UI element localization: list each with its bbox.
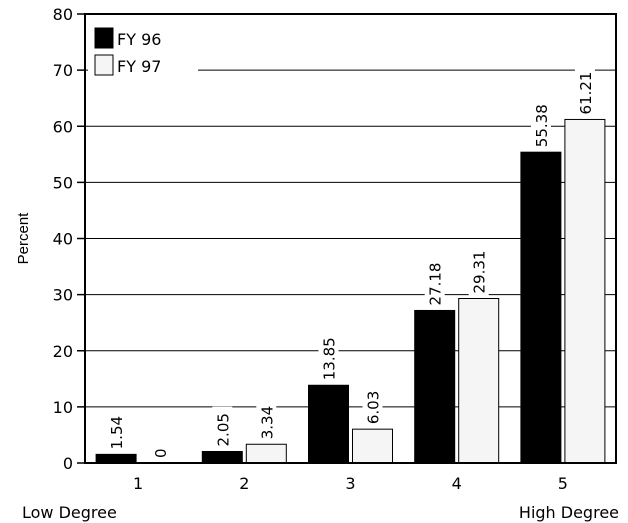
value-label-backing — [318, 331, 339, 384]
y-axis-title: Percent — [15, 212, 32, 265]
legend-label: FY 97 — [117, 57, 161, 76]
bar-value-label: 6.03 — [365, 391, 383, 424]
x-tick-label: 3 — [345, 474, 355, 493]
y-tick-label: 70 — [53, 61, 73, 80]
value-labels: 1.54 0 2.05 3.34 13.85 6.03 27.18 29.31 55.38 61.… — [106, 65, 595, 461]
y-tick-label: 60 — [53, 117, 73, 136]
x-tick-label: 2 — [239, 474, 249, 493]
value-label-backing — [424, 256, 445, 309]
bar-value-label: 13.85 — [321, 337, 339, 380]
bar-value-label: 0 — [152, 448, 170, 458]
value-label-backing — [256, 399, 277, 443]
bar-value-label: 2.05 — [214, 413, 232, 446]
x-axis-end-label-right: High Degree — [519, 503, 619, 522]
value-label-backing — [362, 384, 383, 428]
y-tick-label: 40 — [53, 230, 73, 249]
y-tick-label: 50 — [53, 173, 73, 192]
bar-value-label: 61.21 — [577, 72, 595, 115]
y-tick-label: 80 — [53, 5, 73, 24]
y-tick-label: 10 — [53, 398, 73, 417]
bars — [95, 118, 606, 464]
x-tick-label: 1 — [133, 474, 143, 493]
bar-value-label: 29.31 — [471, 251, 489, 294]
value-label-backing — [106, 409, 127, 453]
value-label-backing — [212, 406, 233, 450]
bar — [414, 309, 456, 464]
legend: FY 96 FY 97 — [88, 18, 198, 78]
bar-value-label: 27.18 — [427, 262, 445, 305]
bar-value-label: 55.38 — [533, 104, 551, 147]
legend-swatch — [94, 54, 114, 76]
value-label-backing — [574, 65, 595, 118]
x-tick-label: 5 — [558, 474, 568, 493]
bar — [201, 450, 243, 464]
bar — [564, 118, 606, 464]
bar-value-label: 3.34 — [258, 406, 276, 439]
bar — [520, 151, 562, 464]
legend-swatch — [94, 27, 114, 49]
value-label-backing — [468, 244, 489, 297]
bar — [352, 428, 393, 464]
x-axis-end-label-left: Low Degree — [22, 503, 117, 522]
bar — [245, 443, 287, 464]
legend-label: FY 96 — [117, 30, 161, 49]
bar-value-label: 1.54 — [108, 416, 126, 449]
y-tick-label: 30 — [53, 286, 73, 305]
x-tick-label: 4 — [452, 474, 462, 493]
x-axis-ticks: 1 2 3 4 5 — [133, 474, 568, 493]
y-tick-label: 20 — [53, 342, 73, 361]
y-axis-ticks: 0 10 20 30 40 50 60 70 80 — [53, 5, 85, 473]
value-label-backing — [530, 98, 551, 151]
bar — [95, 453, 137, 464]
bar — [458, 297, 500, 464]
bar — [308, 384, 349, 464]
value-label-backing — [150, 445, 171, 461]
y-tick-label: 0 — [63, 454, 73, 473]
